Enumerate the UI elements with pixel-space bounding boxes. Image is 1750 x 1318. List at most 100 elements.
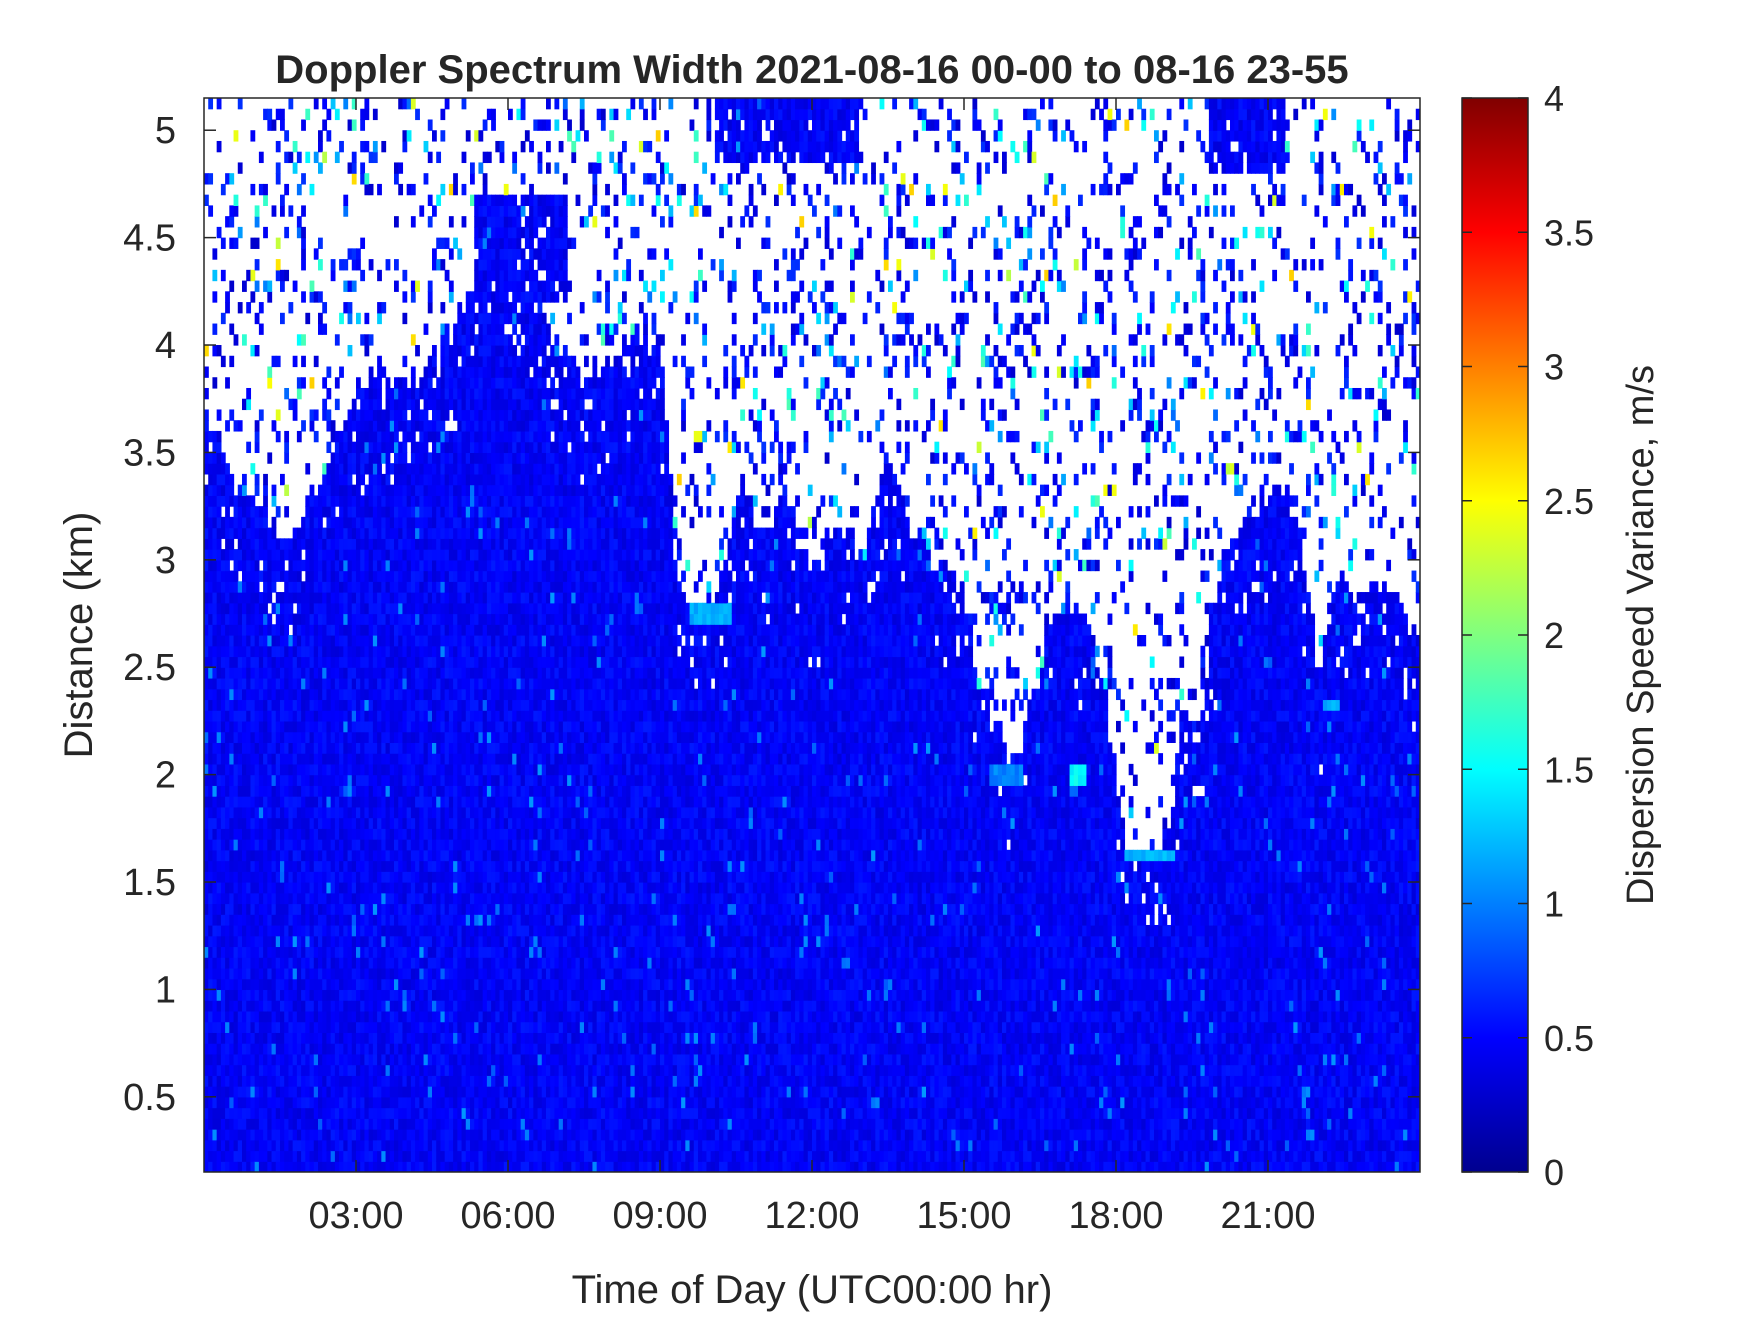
heatmap-cell [314, 356, 319, 367]
heatmap-cell [310, 1000, 315, 1011]
heatmap-cell [377, 871, 382, 882]
heatmap-cell [402, 270, 407, 281]
heatmap-cell [415, 1140, 420, 1151]
heatmap-cell [394, 1032, 399, 1043]
heatmap-cell [377, 388, 382, 399]
heatmap-cell [322, 775, 327, 786]
heatmap-cell [478, 324, 483, 335]
heatmap-cell [255, 882, 260, 893]
heatmap-cell [457, 914, 462, 925]
heatmap-cell [310, 871, 315, 882]
heatmap-cell [377, 614, 382, 625]
heatmap-cell [314, 861, 319, 872]
heatmap-cell [297, 646, 302, 657]
heatmap-cell [407, 603, 412, 614]
heatmap-cell [478, 936, 483, 947]
heatmap-cell [445, 710, 450, 721]
heatmap-cell [221, 1140, 226, 1151]
heatmap-cell [419, 1086, 424, 1097]
heatmap-cell [250, 549, 255, 560]
heatmap-cell [318, 238, 323, 249]
heatmap-cell [293, 871, 298, 882]
heatmap-cell [250, 495, 255, 506]
heatmap-cell [364, 1032, 369, 1043]
heatmap-cell [360, 474, 365, 485]
heatmap-cell [225, 936, 230, 947]
heatmap-cell [436, 861, 441, 872]
heatmap-cell [369, 914, 374, 925]
heatmap-cell [284, 1075, 289, 1086]
heatmap-cell [263, 839, 268, 850]
heatmap-cell [284, 667, 289, 678]
heatmap-cell [221, 893, 226, 904]
heatmap-cell [280, 850, 285, 861]
heatmap-cell [263, 946, 268, 957]
heatmap-cell [415, 442, 420, 453]
heatmap-cell [377, 689, 382, 700]
heatmap-cell [415, 420, 420, 431]
heatmap-cell [293, 699, 298, 710]
heatmap-cell [310, 528, 315, 539]
heatmap-cell [424, 807, 429, 818]
heatmap-cell [208, 914, 213, 925]
heatmap-cell [449, 1097, 454, 1108]
heatmap-cell [212, 667, 217, 678]
heatmap-cell [424, 1140, 429, 1151]
heatmap-cell [440, 796, 445, 807]
heatmap-cell [335, 979, 340, 990]
heatmap-cell [263, 517, 268, 528]
heatmap-cell [394, 538, 399, 549]
heatmap-cell [360, 1065, 365, 1076]
heatmap-cell [440, 302, 445, 313]
heatmap-cell [364, 689, 369, 700]
heatmap-cell [314, 989, 319, 1000]
heatmap-cell [462, 603, 467, 614]
heatmap-cell [457, 377, 462, 388]
heatmap-cell [369, 968, 374, 979]
heatmap-cell [407, 807, 412, 818]
heatmap-cell [335, 1118, 340, 1129]
heatmap-cell [339, 732, 344, 743]
heatmap-cell [305, 979, 310, 990]
heatmap-cell [419, 560, 424, 571]
heatmap-cell [424, 528, 429, 539]
heatmap-cell [348, 1129, 353, 1140]
heatmap-cell [246, 989, 251, 1000]
heatmap-cell [212, 1129, 217, 1140]
heatmap-cell [364, 571, 369, 582]
heatmap-cell [402, 1129, 407, 1140]
heatmap-cell [415, 1000, 420, 1011]
heatmap-cell [352, 281, 357, 292]
heatmap-cell [212, 1151, 217, 1162]
heatmap-cell [335, 689, 340, 700]
heatmap-cell [440, 1065, 445, 1076]
heatmap-cell [293, 732, 298, 743]
heatmap-cell [263, 882, 268, 893]
heatmap-cell [314, 528, 319, 539]
heatmap-cell [466, 1054, 471, 1065]
heatmap-cell [445, 667, 450, 678]
heatmap-cell [424, 732, 429, 743]
heatmap-cell [348, 646, 353, 657]
heatmap-cell [208, 1086, 213, 1097]
heatmap-cell [356, 839, 361, 850]
heatmap-cell [352, 248, 357, 259]
heatmap-cell [428, 753, 433, 764]
heatmap-cell [348, 1140, 353, 1151]
heatmap-cell [415, 495, 420, 506]
heatmap-cell [474, 1140, 479, 1151]
heatmap-cell [466, 678, 471, 689]
heatmap-cell [263, 571, 268, 582]
heatmap-cell [478, 742, 483, 753]
heatmap-cell [415, 1108, 420, 1119]
heatmap-cell [310, 1054, 315, 1065]
heatmap-cell [360, 270, 365, 281]
heatmap-cell [272, 1000, 277, 1011]
heatmap-cell [255, 839, 260, 850]
heatmap-cell [267, 904, 272, 915]
heatmap-cell [419, 1161, 424, 1172]
heatmap-cell [415, 485, 420, 496]
heatmap-cell [428, 936, 433, 947]
heatmap-cell [318, 603, 323, 614]
heatmap-cell [407, 1097, 412, 1108]
